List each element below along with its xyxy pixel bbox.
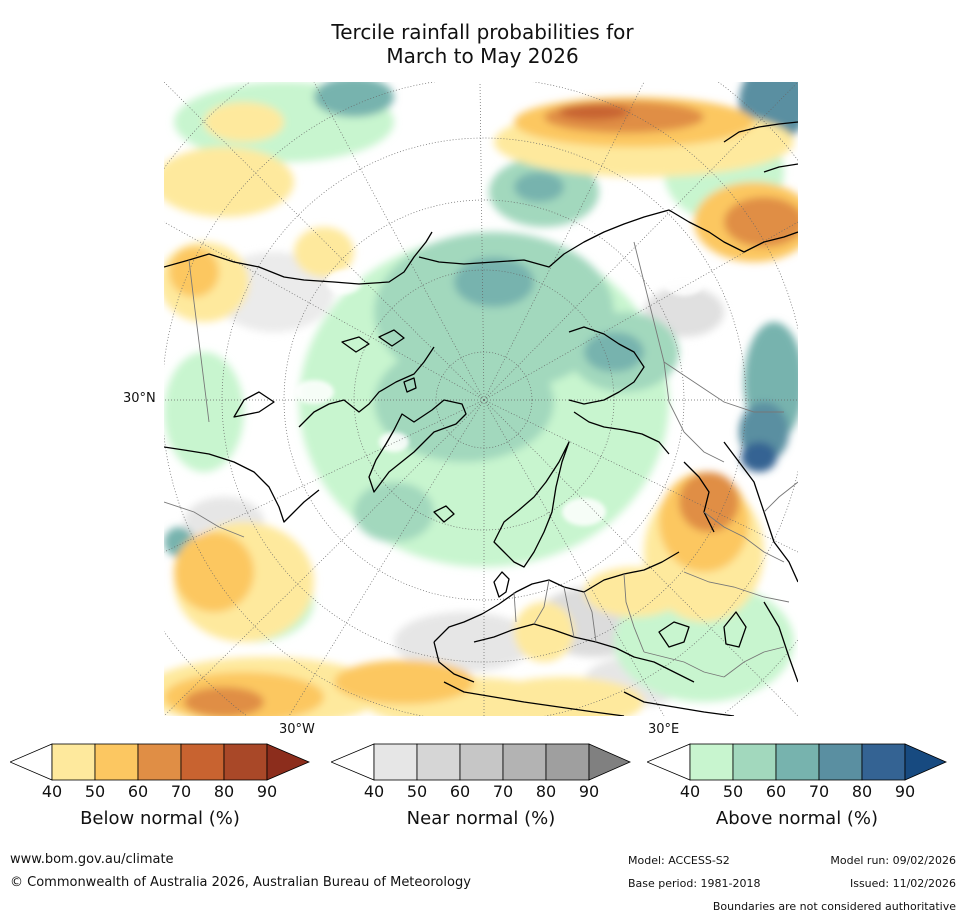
cbar-near-tick: 50 (406, 782, 428, 801)
footer-base-period: Base period: 1981-2018 (628, 877, 761, 890)
cbar-above-seg-1 (689, 743, 734, 781)
cbar-below-tick: 90 (256, 782, 278, 801)
cbar-above-seg-5 (861, 743, 906, 781)
cbar-near-label: Near normal (%) (406, 808, 556, 829)
cbar-below-label: Below normal (%) (80, 808, 240, 829)
cbar-below-tick: 60 (127, 782, 149, 801)
cbar-above-extend-max (904, 743, 947, 781)
cbar-below-extend-min (8, 743, 53, 781)
siberia-coast (418, 209, 798, 268)
greenland-coast (368, 399, 467, 493)
title-line-1: Tercile rainfall probabilities for (331, 20, 634, 44)
cbar-above-tick: 80 (851, 782, 873, 801)
cbar-near-seg-3 (459, 743, 504, 781)
north-america-coast (164, 231, 433, 285)
cbar-near-seg-2 (416, 743, 461, 781)
colorbar-near (329, 743, 631, 785)
cbar-below-tick: 70 (170, 782, 192, 801)
cbar-near-extend-min (329, 743, 375, 781)
footer-model: Model: ACCESS-S2 (628, 854, 730, 867)
title-line-2: March to May 2026 (386, 44, 579, 68)
colorbar-below (8, 743, 311, 785)
cbar-near-tick: 40 (363, 782, 385, 801)
cbar-near-tick: 60 (449, 782, 471, 801)
iceland-coast (433, 505, 455, 523)
cbar-above-tick: 50 (722, 782, 744, 801)
cbar-above-seg-3 (775, 743, 820, 781)
cbar-near-tick: 90 (578, 782, 600, 801)
footer-model-run: Model run: 09/02/2026 (830, 854, 956, 867)
cbar-below-seg-5 (223, 743, 268, 781)
cbar-above-tick: 60 (765, 782, 787, 801)
cbar-below-seg-1 (51, 743, 96, 781)
cbar-above-tick: 70 (808, 782, 830, 801)
cbar-below-extend-max (266, 743, 311, 781)
cbar-near-seg-4 (502, 743, 547, 781)
cbar-above-seg-4 (818, 743, 863, 781)
scandinavia-coast (493, 441, 570, 568)
cbar-below-seg-4 (180, 743, 225, 781)
footer-copyright: © Commonwealth of Australia 2026, Austra… (10, 875, 471, 890)
cbar-near-seg-1 (373, 743, 418, 781)
colorbar-above (645, 743, 947, 785)
lon-label-30w: 30°W (279, 722, 315, 737)
cbar-below-tick: 50 (84, 782, 106, 801)
cbar-near-tick: 70 (492, 782, 514, 801)
cbar-below-seg-3 (137, 743, 182, 781)
uk-coast (493, 571, 510, 598)
chart-title: Tercile rainfall probabilities for March… (0, 20, 965, 68)
cbar-below-tick: 40 (41, 782, 63, 801)
cbar-near-tick: 80 (535, 782, 557, 801)
cbar-below-seg-2 (94, 743, 139, 781)
footer-url[interactable]: www.bom.gov.au/climate (10, 852, 174, 867)
forecast-map[interactable] (164, 82, 798, 716)
cbar-near-seg-5 (545, 743, 590, 781)
cbar-above-label: Above normal (%) (715, 808, 879, 829)
cbar-above-tick: 90 (894, 782, 916, 801)
footer-issued: Issued: 11/02/2026 (849, 877, 956, 890)
probability-shading (164, 82, 798, 716)
lon-label-30e: 30°E (648, 722, 680, 737)
cbar-above-extend-min (645, 743, 691, 781)
cbar-below-tick: 80 (213, 782, 235, 801)
country-borders (164, 241, 798, 678)
lat-label-30n: 30°N (123, 391, 156, 406)
cbar-above-seg-2 (732, 743, 777, 781)
footer-disclaimer: Boundaries are not considered authoritat… (712, 900, 956, 913)
cbar-near-extend-max (588, 743, 631, 781)
cbar-above-tick: 40 (679, 782, 701, 801)
